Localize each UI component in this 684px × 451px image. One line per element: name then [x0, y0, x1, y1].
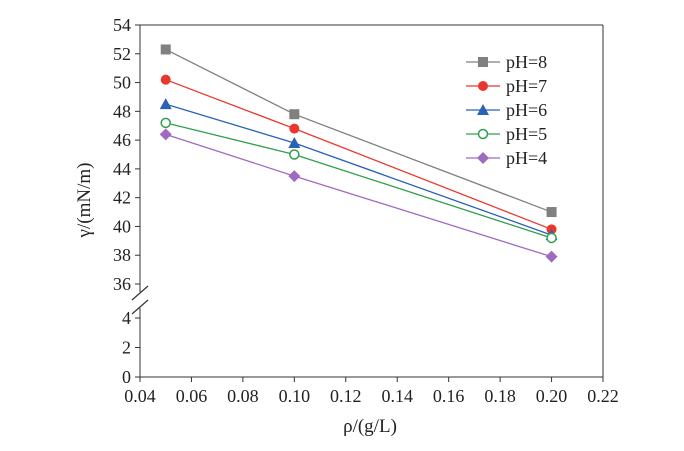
y-tick-label: 4: [122, 308, 131, 328]
x-tick-label: 0.08: [227, 386, 259, 406]
data-point: [288, 170, 301, 183]
series-pH=7: [160, 74, 557, 235]
data-point: [159, 128, 172, 141]
legend-label: pH=7: [506, 76, 547, 96]
legend-label: pH=5: [506, 124, 547, 144]
y-tick-label: 54: [113, 15, 131, 35]
data-point: [289, 149, 300, 160]
y-tick-label: 40: [113, 216, 131, 236]
data-point: [159, 98, 172, 110]
axis-break-mark: [131, 285, 149, 301]
x-tick-label: 0.12: [330, 386, 362, 406]
legend-entry: pH=5: [466, 124, 547, 144]
y-tick-label: 50: [113, 73, 131, 93]
legend-marker: [477, 104, 489, 115]
data-point: [288, 136, 301, 148]
legend-label: pH=8: [506, 52, 547, 72]
y-tick-label: 36: [113, 274, 131, 294]
legend-marker: [477, 128, 489, 140]
data-point: [289, 109, 300, 120]
legend-label: pH=6: [506, 100, 547, 120]
x-tick-label: 0.10: [279, 386, 311, 406]
legend: pH=8 pH=7 pH=6 pH=5 pH=4: [466, 52, 547, 168]
data-point: [546, 232, 557, 244]
axes: 0.04 0.06 0.08 0.10 0.12 0.14 0.16 0.18 0.20 0.22…: [113, 15, 619, 406]
series-line: [165, 133, 552, 258]
y-tick-label: 48: [113, 101, 131, 121]
x-tick-label: 0.04: [124, 386, 156, 406]
series-line: [165, 122, 552, 239]
series-pH=4: [159, 128, 558, 263]
series-line: [165, 48, 552, 213]
legend-marker: [478, 81, 488, 91]
data-point: [546, 207, 557, 218]
x-tick-label: 0.06: [176, 386, 208, 406]
data-point: [545, 250, 558, 263]
x-tick-label: 0.14: [381, 386, 413, 406]
x-axis-title: ρ/(g/L): [343, 416, 397, 437]
y-tick-label: 52: [113, 44, 131, 64]
data-point: [160, 44, 171, 55]
y-tick-label: 46: [113, 130, 131, 150]
x-tick-label: 0.16: [433, 386, 465, 406]
legend-marker: [478, 57, 488, 67]
x-tick-label: 0.22: [587, 386, 619, 406]
series-pH=6: [159, 98, 558, 241]
series-line: [165, 103, 552, 236]
series-pH=5: [160, 117, 557, 244]
x-tick-label: 0.18: [484, 386, 516, 406]
y-tick-label: 38: [113, 245, 131, 265]
series-pH=8: [160, 44, 557, 218]
axis-break-mark: [131, 299, 149, 315]
y-tick-label: 44: [113, 159, 131, 179]
y-tick-label: 0: [122, 367, 131, 387]
y-tick-label: 42: [113, 188, 131, 208]
data-point: [160, 74, 171, 85]
x-tick-label: 0.20: [536, 386, 568, 406]
data-point: [160, 117, 171, 129]
legend-entry: pH=6: [466, 100, 547, 120]
data-point: [289, 123, 300, 134]
legend-entry: pH=8: [466, 52, 547, 72]
legend-marker: [477, 152, 489, 164]
series-line: [165, 79, 552, 230]
legend-entry: pH=7: [466, 76, 547, 96]
y-axis-title: γ/(mN/m): [74, 163, 95, 239]
legend-entry: pH=4: [466, 148, 547, 168]
legend-label: pH=4: [506, 148, 547, 168]
series-layer: [159, 44, 558, 263]
y-tick-label: 2: [122, 338, 131, 358]
